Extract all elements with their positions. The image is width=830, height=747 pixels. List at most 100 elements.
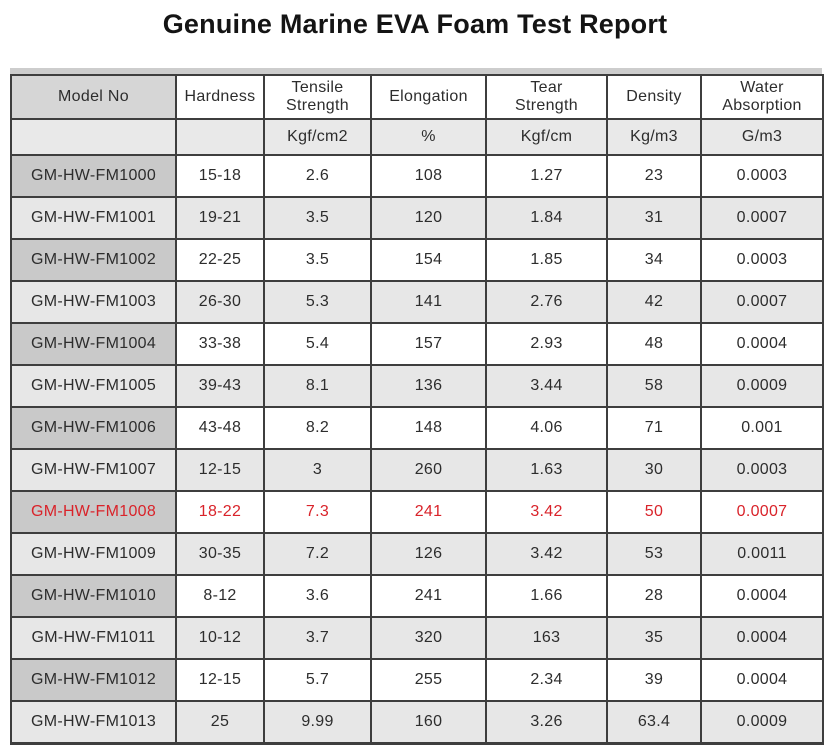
cell-tear-strength: 1.27 (485, 154, 608, 198)
cell-tensile-strength: 3.5 (263, 196, 372, 240)
col-header-density: Density (606, 74, 702, 120)
table-row: GM-HW-FM1003 26-30 5.3 141 2.76 42 0.000… (10, 280, 824, 324)
cell-elongation: 241 (370, 574, 487, 618)
col-header-elongation: Elongation (370, 74, 487, 120)
cell-tear-strength: 3.26 (485, 700, 608, 745)
cell-hardness: 43-48 (175, 406, 265, 450)
cell-model-no: GM-HW-FM1004 (10, 322, 177, 366)
cell-water-absorption: 0.0007 (700, 280, 824, 324)
cell-tensile-strength: 8.1 (263, 364, 372, 408)
units-row: Kgf/cm2 % Kgf/cm Kg/m3 G/m3 (10, 118, 824, 156)
cell-model-no: GM-HW-FM1012 (10, 658, 177, 702)
cell-tear-strength: 1.84 (485, 196, 608, 240)
table-row: GM-HW-FM1007 12-15 3 260 1.63 30 0.0003 (10, 448, 824, 492)
table-row: GM-HW-FM1004 33-38 5.4 157 2.93 48 0.000… (10, 322, 824, 366)
table-body: GM-HW-FM1000 15-18 2.6 108 1.27 23 0.000… (10, 154, 824, 745)
cell-hardness: 18-22 (175, 490, 265, 534)
cell-elongation: 160 (370, 700, 487, 745)
cell-water-absorption: 0.0007 (700, 490, 824, 534)
cell-tear-strength: 3.42 (485, 490, 608, 534)
cell-tensile-strength: 5.3 (263, 280, 372, 324)
cell-tear-strength: 1.66 (485, 574, 608, 618)
cell-hardness: 26-30 (175, 280, 265, 324)
cell-hardness: 39-43 (175, 364, 265, 408)
cell-tensile-strength: 3.6 (263, 574, 372, 618)
col-header-tear-strength: Tear Strength (485, 74, 608, 120)
cell-tensile-strength: 9.99 (263, 700, 372, 745)
table-row: GM-HW-FM1006 43-48 8.2 148 4.06 71 0.001 (10, 406, 824, 450)
table-row: GM-HW-FM1005 39-43 8.1 136 3.44 58 0.000… (10, 364, 824, 408)
cell-model-no: GM-HW-FM1006 (10, 406, 177, 450)
cell-model-no: GM-HW-FM1011 (10, 616, 177, 660)
cell-tear-strength: 3.42 (485, 532, 608, 576)
cell-model-no: GM-HW-FM1003 (10, 280, 177, 324)
unit-cell-elongation: % (370, 118, 487, 156)
cell-hardness: 33-38 (175, 322, 265, 366)
cell-water-absorption: 0.0009 (700, 700, 824, 745)
cell-density: 63.4 (606, 700, 702, 745)
cell-elongation: 141 (370, 280, 487, 324)
cell-density: 39 (606, 658, 702, 702)
cell-water-absorption: 0.0009 (700, 364, 824, 408)
cell-density: 71 (606, 406, 702, 450)
page-title: Genuine Marine EVA Foam Test Report (162, 9, 668, 39)
cell-hardness: 12-15 (175, 448, 265, 492)
col-header-water-absorption: Water Absorption (700, 74, 824, 120)
cell-elongation: 157 (370, 322, 487, 366)
cell-water-absorption: 0.0004 (700, 616, 824, 660)
cell-elongation: 260 (370, 448, 487, 492)
table-row: GM-HW-FM1011 10-12 3.7 320 163 35 0.0004 (10, 616, 824, 660)
cell-hardness: 22-25 (175, 238, 265, 282)
cell-tensile-strength: 7.3 (263, 490, 372, 534)
cell-tear-strength: 2.34 (485, 658, 608, 702)
cell-elongation: 255 (370, 658, 487, 702)
cell-water-absorption: 0.0003 (700, 238, 824, 282)
cell-tensile-strength: 8.2 (263, 406, 372, 450)
cell-density: 58 (606, 364, 702, 408)
test-report-table: Model No Hardness Tensile Strength Elong… (10, 74, 824, 745)
cell-hardness: 8-12 (175, 574, 265, 618)
cell-elongation: 148 (370, 406, 487, 450)
cell-water-absorption: 0.0003 (700, 448, 824, 492)
unit-cell-model (10, 118, 177, 156)
cell-tear-strength: 1.63 (485, 448, 608, 492)
cell-water-absorption: 0.0004 (700, 658, 824, 702)
cell-model-no: GM-HW-FM1009 (10, 532, 177, 576)
cell-model-no: GM-HW-FM1001 (10, 196, 177, 240)
cell-density: 35 (606, 616, 702, 660)
cell-tear-strength: 3.44 (485, 364, 608, 408)
cell-density: 42 (606, 280, 702, 324)
cell-tensile-strength: 7.2 (263, 532, 372, 576)
cell-model-no: GM-HW-FM1005 (10, 364, 177, 408)
cell-water-absorption: 0.001 (700, 406, 824, 450)
cell-elongation: 320 (370, 616, 487, 660)
unit-cell-tear: Kgf/cm (485, 118, 608, 156)
cell-hardness: 15-18 (175, 154, 265, 198)
cell-model-no: GM-HW-FM1008 (10, 490, 177, 534)
cell-model-no: GM-HW-FM1007 (10, 448, 177, 492)
unit-cell-density: Kg/m3 (606, 118, 702, 156)
cell-tensile-strength: 5.4 (263, 322, 372, 366)
table-row: GM-HW-FM1008 18-22 7.3 241 3.42 50 0.000… (10, 490, 824, 534)
cell-elongation: 120 (370, 196, 487, 240)
cell-density: 28 (606, 574, 702, 618)
table-row: GM-HW-FM1012 12-15 5.7 255 2.34 39 0.000… (10, 658, 824, 702)
cell-water-absorption: 0.0011 (700, 532, 824, 576)
cell-tensile-strength: 3.7 (263, 616, 372, 660)
cell-water-absorption: 0.0004 (700, 322, 824, 366)
cell-density: 50 (606, 490, 702, 534)
cell-water-absorption: 0.0003 (700, 154, 824, 198)
cell-elongation: 108 (370, 154, 487, 198)
cell-elongation: 241 (370, 490, 487, 534)
cell-tear-strength: 2.76 (485, 280, 608, 324)
cell-tensile-strength: 3 (263, 448, 372, 492)
cell-tear-strength: 2.93 (485, 322, 608, 366)
unit-cell-hardness (175, 118, 265, 156)
table-row: GM-HW-FM1000 15-18 2.6 108 1.27 23 0.000… (10, 154, 824, 198)
cell-water-absorption: 0.0007 (700, 196, 824, 240)
cell-elongation: 154 (370, 238, 487, 282)
cell-tensile-strength: 5.7 (263, 658, 372, 702)
cell-hardness: 12-15 (175, 658, 265, 702)
cell-tensile-strength: 2.6 (263, 154, 372, 198)
